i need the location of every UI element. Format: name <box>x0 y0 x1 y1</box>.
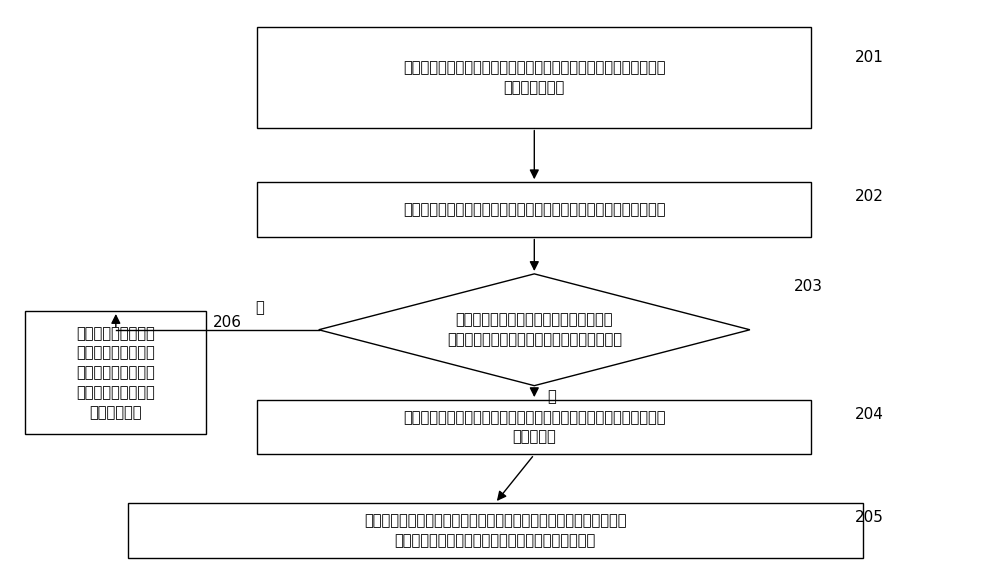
Text: 根据所述配置版本标识获取与所述配置版本标识对应的个性配置信息: 根据所述配置版本标识获取与所述配置版本标识对应的个性配置信息 <box>403 202 666 217</box>
Bar <box>25 311 206 435</box>
Text: 205: 205 <box>855 510 884 525</box>
Text: 根据所述个性配置调
整信息调整所述个性
配置信息，将调整后
的个性配置信息推送
给待调整终端: 根据所述个性配置调 整信息调整所述个性 配置信息，将调整后 的个性配置信息推送 … <box>76 326 155 420</box>
Text: 206: 206 <box>213 315 242 330</box>
Bar <box>257 27 811 128</box>
Text: 201: 201 <box>855 50 884 65</box>
Bar <box>257 182 811 236</box>
Text: 判断所述个性配置调整信息中待调整配置
项是否属于所述个性配置信息中配置项的子集: 判断所述个性配置调整信息中待调整配置 项是否属于所述个性配置信息中配置项的子集 <box>447 312 622 347</box>
Text: 否: 否 <box>256 301 264 315</box>
Text: 是: 是 <box>547 390 556 404</box>
Bar <box>257 400 811 455</box>
Polygon shape <box>319 274 750 386</box>
Text: 203: 203 <box>794 279 823 294</box>
Text: 根据所述个性配置调整信息调整所述个性配置信息，将调整后的个性
配置信息以及获取的公共配置信息推送给待调整终端: 根据所述个性配置调整信息调整所述个性配置信息，将调整后的个性 配置信息以及获取的… <box>364 513 626 548</box>
Text: 根据所述请求指令中的配置版本标识获取预设配置版本标识对应的公
共配置信息: 根据所述请求指令中的配置版本标识获取预设配置版本标识对应的公 共配置信息 <box>403 410 666 445</box>
Text: 204: 204 <box>855 407 884 422</box>
Text: 接收配置修改的请求指令，获取所述请求指令中的配置版本标识和个
性配置调整信息: 接收配置修改的请求指令，获取所述请求指令中的配置版本标识和个 性配置调整信息 <box>403 60 666 95</box>
Bar <box>128 503 863 558</box>
Text: 202: 202 <box>855 189 884 204</box>
